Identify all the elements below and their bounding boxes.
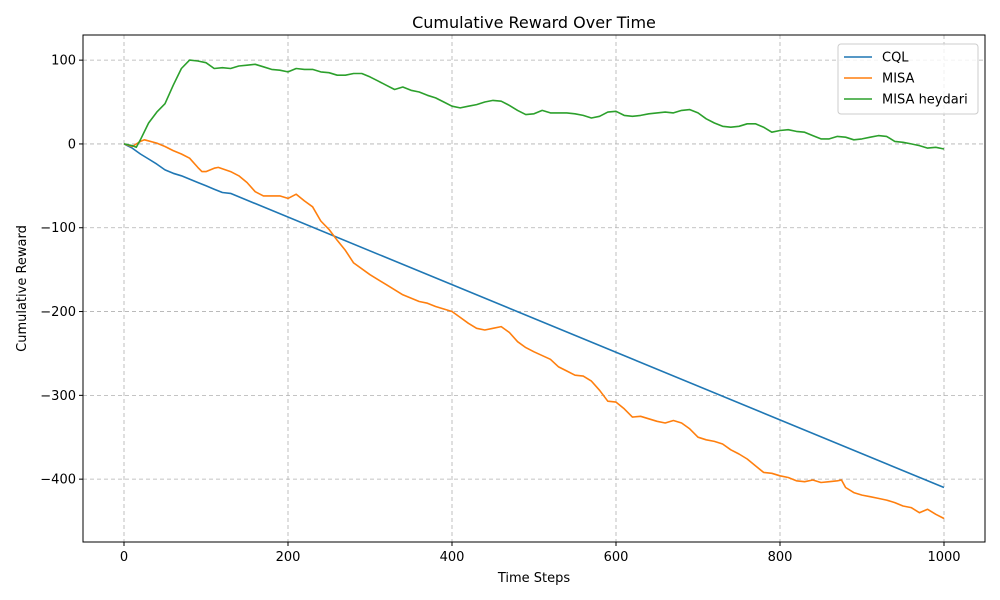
legend-box <box>837 43 979 115</box>
x-tick-label: 1000 <box>927 550 960 565</box>
y-tick-label: −200 <box>40 305 76 320</box>
y-tick-label: 100 <box>51 54 76 69</box>
y-tick-label: −400 <box>40 473 76 488</box>
plot-area <box>83 35 985 542</box>
y-tick-label: −100 <box>40 221 76 236</box>
x-tick-label: 400 <box>440 550 465 565</box>
x-tick-label: 0 <box>120 550 128 565</box>
chart-title: Cumulative Reward Over Time <box>412 13 656 32</box>
y-tick-label: −300 <box>40 389 76 404</box>
series-line-misa <box>123 139 945 520</box>
x-tick-label: 200 <box>276 550 301 565</box>
grid <box>83 35 985 542</box>
series-layer <box>123 59 945 520</box>
legend-label: CQL <box>882 51 909 66</box>
y-tick-label: 0 <box>68 137 76 152</box>
legend: CQL MISA MISA heydari <box>837 43 979 115</box>
series-line-cql <box>123 143 945 489</box>
x-axis-title: Time Steps <box>497 571 571 586</box>
x-tick-label: 600 <box>604 550 629 565</box>
plot-frame <box>82 34 986 543</box>
y-axis: 100 0 −100 −200 −300 −400 <box>40 54 83 488</box>
x-tick-label: 800 <box>768 550 793 565</box>
y-axis-title: Cumulative Reward <box>15 225 30 352</box>
x-axis: 0 200 400 600 800 1000 <box>120 542 961 565</box>
series-line-misa-heydari <box>123 59 945 150</box>
legend-label: MISA heydari <box>882 93 968 108</box>
legend-label: MISA <box>882 72 915 87</box>
